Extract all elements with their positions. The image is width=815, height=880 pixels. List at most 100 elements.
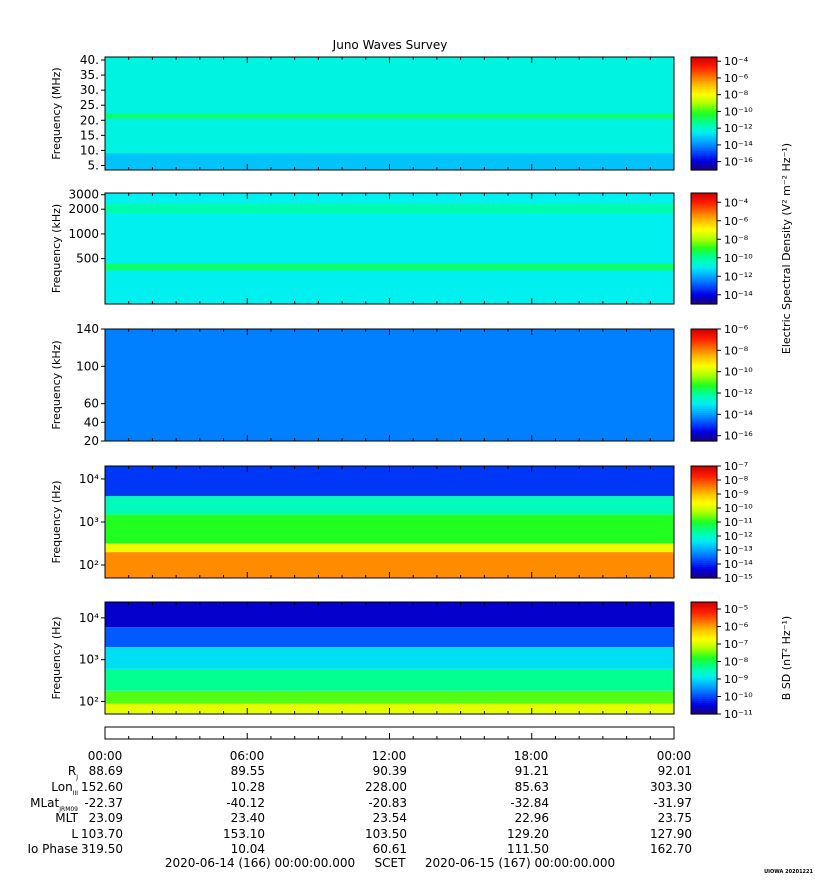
- ephemeris-row-label: MLT: [55, 811, 78, 825]
- ephemeris-value: 103.50: [365, 827, 407, 841]
- colorbar-swatch: [691, 134, 717, 137]
- colorbar-swatch: [691, 115, 717, 118]
- colorbar-swatch: [691, 418, 717, 422]
- footer: 2020-06-14 (166) 00:00:00.000 SCET 2020-…: [165, 856, 814, 875]
- colorbar-swatch: [691, 259, 717, 263]
- colorbar-swatch: [691, 488, 717, 491]
- colorbar-swatch: [691, 699, 717, 702]
- colorbar-swatch: [691, 370, 717, 373]
- colorbar-tick-label: 10⁻⁶: [724, 215, 749, 228]
- colorbar-swatch: [691, 712, 717, 715]
- colorbar-swatch: [691, 213, 717, 216]
- colorbar-swatch: [691, 495, 717, 499]
- colorbar-tick-label: 10⁻⁹: [724, 673, 748, 686]
- colorbar-swatch: [691, 431, 717, 435]
- colorbar-swatch: [691, 505, 717, 508]
- colorbar-swatch: [691, 607, 717, 611]
- colorbar-swatch: [691, 510, 717, 514]
- colorbar-swatch: [691, 89, 717, 92]
- colorbar-swatch: [691, 466, 717, 469]
- colorbar-tick-label: 10⁻⁸: [724, 233, 749, 246]
- colorbar-swatch: [691, 540, 717, 544]
- colorbar-swatch: [691, 684, 717, 687]
- colorbar-swatch: [691, 102, 717, 105]
- ephemeris-value: 91.21: [515, 764, 549, 778]
- colorbar-swatch: [691, 289, 717, 292]
- y-tick-label: 3000: [68, 188, 99, 202]
- colorbar-swatch: [691, 254, 717, 257]
- colorbar-swatch: [691, 416, 717, 420]
- colorbar-tick-label: 10⁻⁵: [724, 603, 748, 616]
- colorbar-swatch: [691, 75, 717, 79]
- y-tick-label: 10.: [80, 143, 99, 157]
- colorbar-swatch: [691, 392, 717, 395]
- colorbar-swatch: [691, 520, 717, 523]
- colorbar-swatch: [691, 329, 717, 332]
- y-tick-label: 500: [76, 252, 99, 266]
- colorbar-swatch: [691, 522, 717, 525]
- colorbar-swatch: [691, 388, 717, 392]
- y-tick-label: 10³: [79, 653, 99, 667]
- colorbar-tick-label: 10⁻⁶: [724, 621, 749, 634]
- colorbar-swatch: [691, 533, 717, 536]
- colorbar-swatch: [691, 663, 717, 667]
- ephemeris-row-label: L: [71, 827, 78, 841]
- colorbar-tick-label: 10⁻¹⁰: [724, 252, 753, 265]
- colorbar-swatch: [691, 126, 717, 130]
- ephemeris-value: 129.20: [507, 827, 549, 841]
- time-tick-label: 18:00: [514, 749, 549, 763]
- colorbar-swatch: [691, 693, 717, 696]
- colorbar-swatch: [691, 553, 717, 557]
- colorbar-swatch: [691, 678, 717, 681]
- colorbar-swatch: [691, 658, 717, 661]
- intensity-band-2: [105, 263, 674, 271]
- ephemeris-value: 303.30: [650, 780, 692, 794]
- colorbar-swatch: [691, 205, 717, 209]
- colorbar-swatch: [691, 79, 717, 83]
- ephemeris-row-label: MLatJRM09: [30, 796, 78, 813]
- colorbar-swatch: [691, 603, 717, 607]
- colorbar-swatch: [691, 334, 717, 338]
- y-tick-label: 10⁴: [79, 611, 99, 625]
- colorbar-swatch: [691, 239, 717, 242]
- colorbar-swatch: [691, 654, 717, 657]
- colorbar-swatch: [691, 111, 717, 115]
- colorbar-swatch: [691, 671, 717, 674]
- colorbar-swatch: [691, 355, 717, 358]
- colorbar-swatch: [691, 480, 717, 484]
- colorbar-swatch: [691, 568, 717, 572]
- colorbar-swatch: [691, 90, 717, 94]
- colorbar-swatch: [691, 153, 717, 156]
- colorbar-swatch: [691, 572, 717, 575]
- colorbar-swatch: [691, 292, 717, 296]
- colorbar-swatch: [691, 648, 717, 652]
- colorbar-swatch: [691, 242, 717, 246]
- colorbar-swatch: [691, 550, 717, 553]
- colorbar-swatch: [691, 302, 717, 305]
- ephemeris-value: 228.00: [365, 780, 407, 794]
- colorbar-swatch: [691, 687, 717, 691]
- colorbar-tick-label: 10⁻⁸: [724, 89, 749, 102]
- colorbar-swatch: [691, 257, 717, 261]
- ephemeris-value: 23.09: [89, 811, 123, 825]
- colorbar-swatch: [691, 637, 717, 640]
- colorbar-swatch: [691, 122, 717, 126]
- colorbar-swatch: [691, 641, 717, 644]
- colorbar-swatch: [691, 674, 717, 678]
- colorbar-swatch: [691, 233, 717, 237]
- colorbar-swatch: [691, 145, 717, 148]
- panel-4: 10⁴ 10³ 10² Frequency (Hz) 10⁻⁷10⁻⁸10⁻⁹10⁻¹⁰…: [50, 460, 753, 585]
- colorbar-swatch: [691, 411, 717, 414]
- colorbar-swatch: [691, 231, 717, 235]
- colorbar-swatch: [691, 353, 717, 356]
- ephemeris-row-label: RJ: [68, 764, 78, 781]
- y-tick-label: 5.: [88, 158, 99, 172]
- colorbar-swatch: [691, 128, 717, 132]
- colorbar-swatch: [691, 211, 717, 214]
- y-tick-label: 1000: [68, 227, 99, 241]
- colorbar-swatch: [691, 420, 717, 423]
- colorbar-swatch: [691, 117, 717, 120]
- colorbar-swatch: [691, 652, 717, 655]
- colorbar-swatch: [691, 68, 717, 71]
- colorbar-swatch: [691, 218, 717, 222]
